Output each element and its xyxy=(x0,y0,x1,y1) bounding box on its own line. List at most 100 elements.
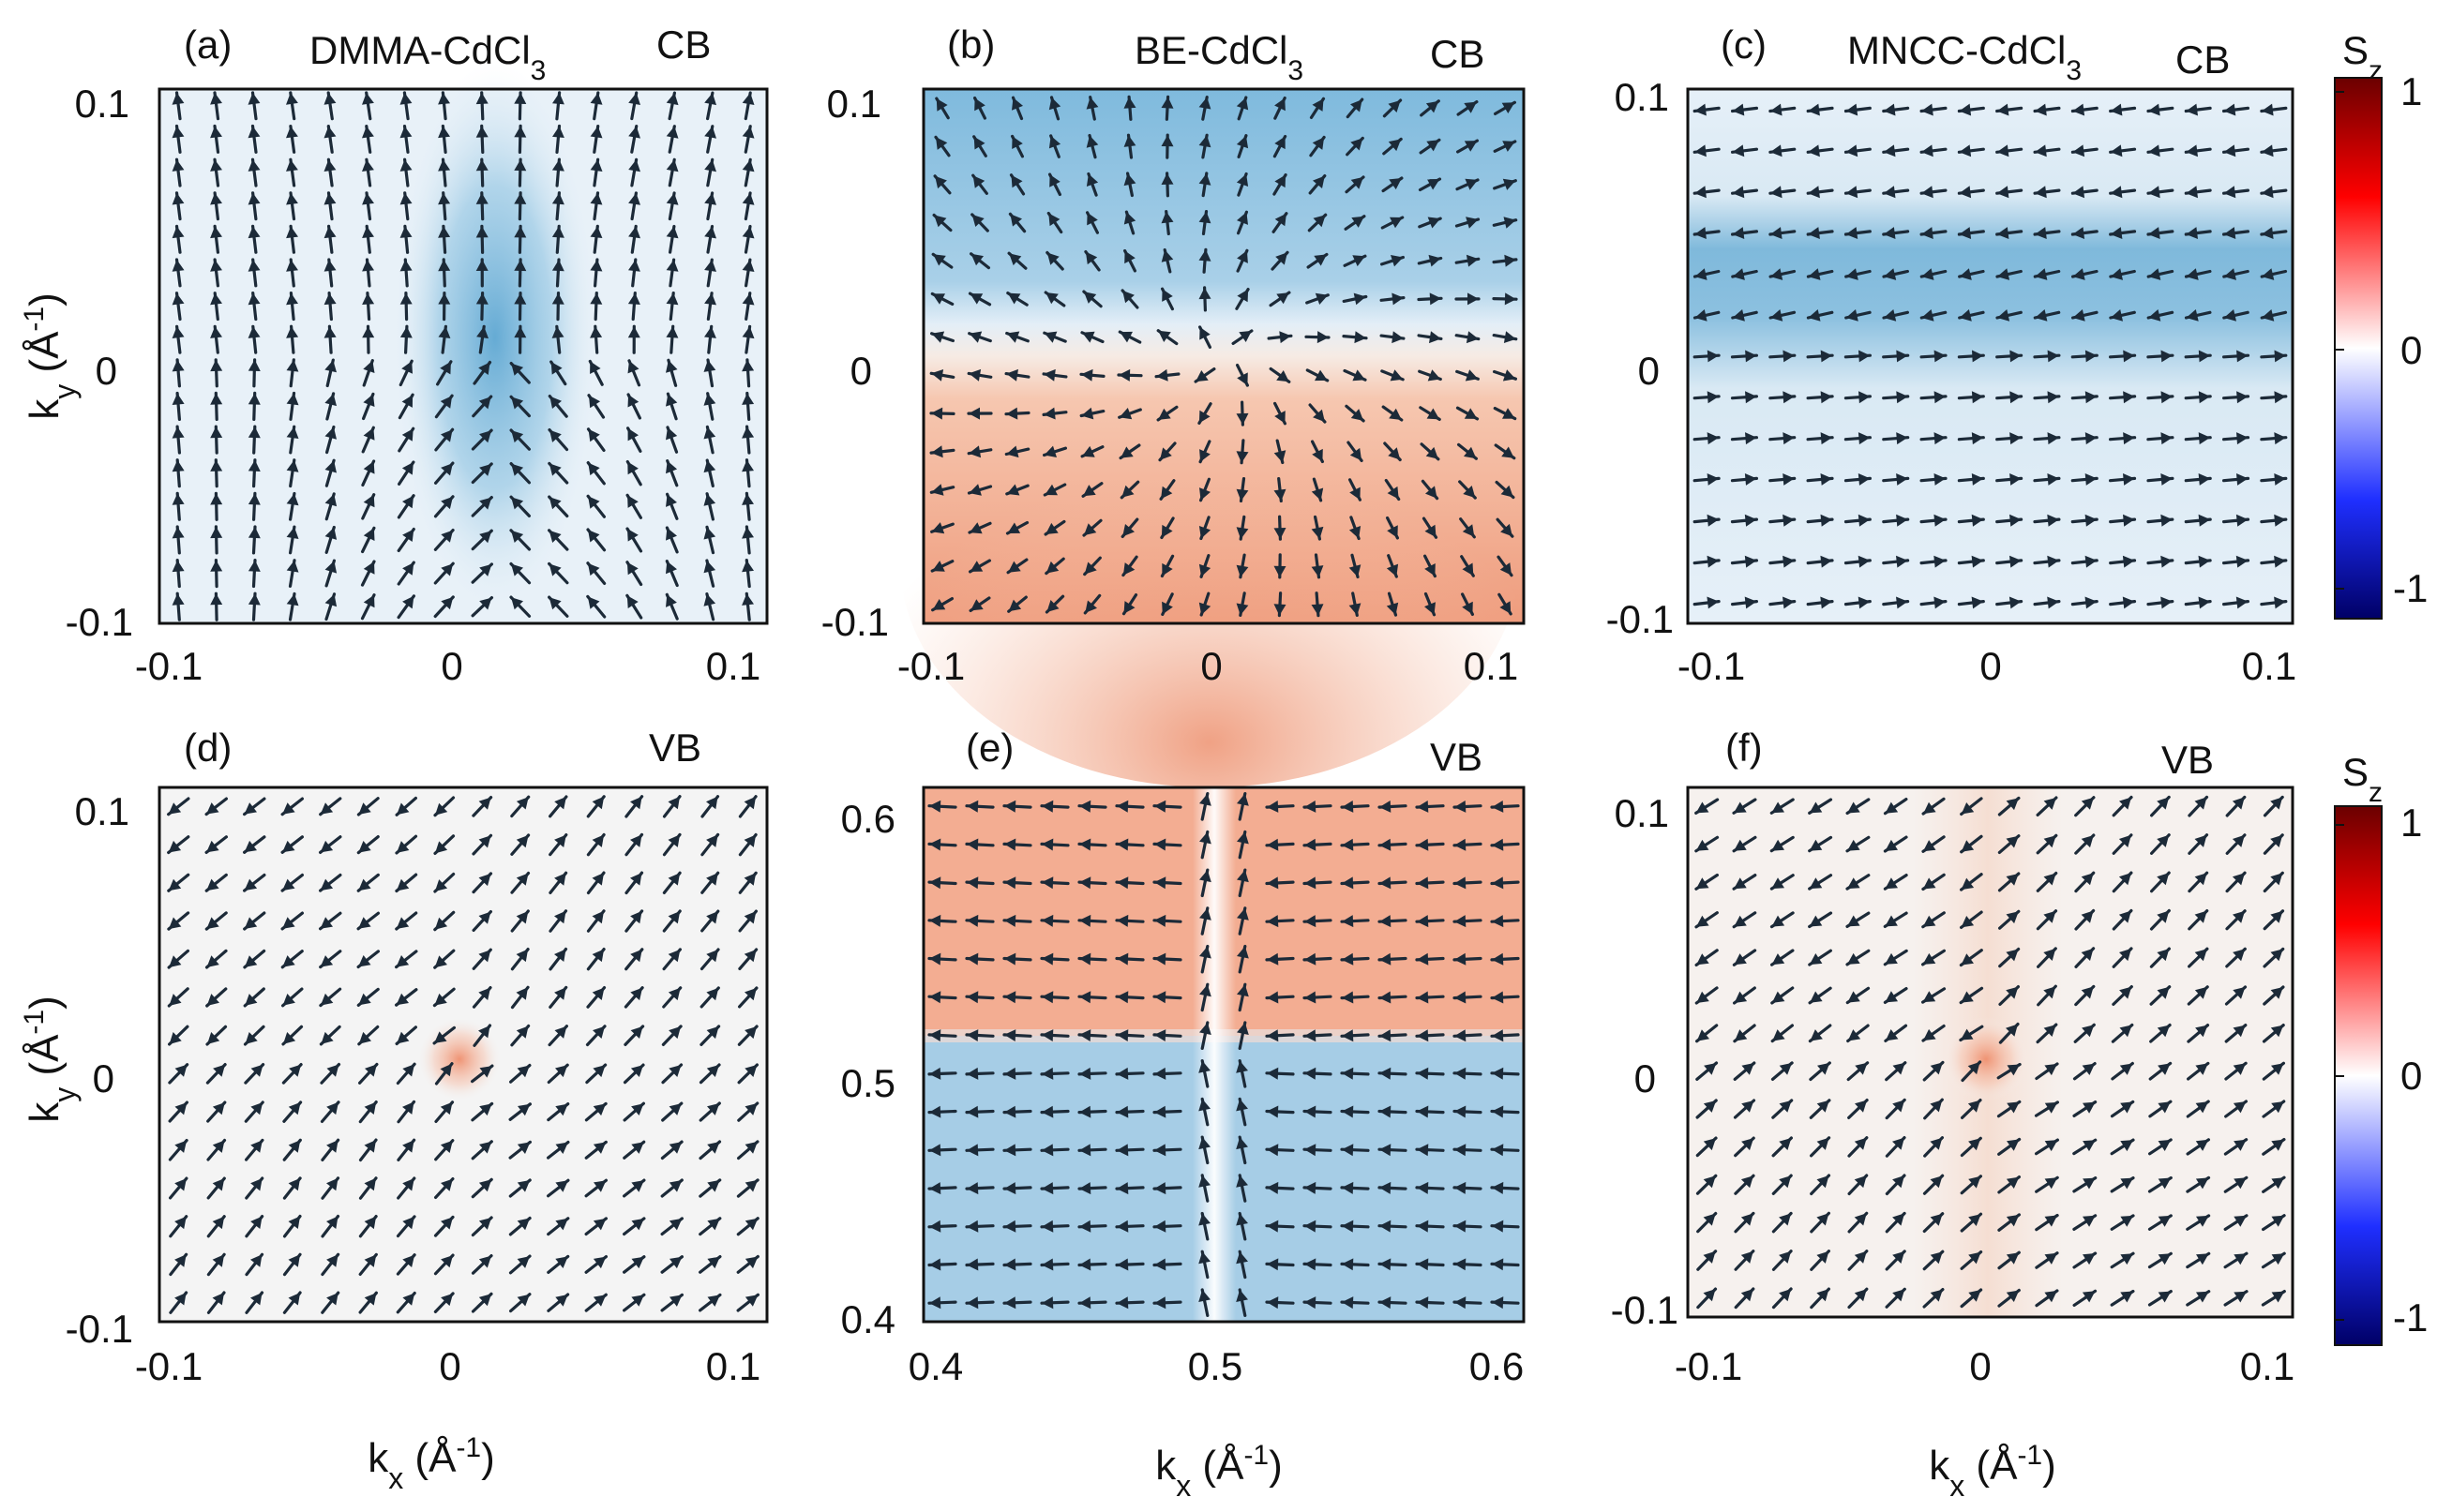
panel-b-arrow xyxy=(1345,404,1365,423)
panel-c-ytick-bot: -0.1 xyxy=(1606,597,1674,641)
panel-a-arrow xyxy=(362,392,375,421)
panel-c-arrow xyxy=(2184,186,2212,199)
panel-f-arrow xyxy=(2035,1289,2059,1308)
panel-f-arrow xyxy=(1809,1136,1831,1158)
panel-f-arrow xyxy=(2262,1023,2285,1043)
panel-d-arrow xyxy=(698,1254,722,1274)
panel-a-arrow xyxy=(361,426,375,454)
panel-c-arrow xyxy=(1692,144,1721,157)
panel-a-ytick-mid: 0 xyxy=(96,349,117,393)
panel-d-arrow xyxy=(281,987,304,1008)
panel-a-arrow xyxy=(514,91,527,121)
panel-a-arrow xyxy=(548,495,569,518)
panel-f-arrow xyxy=(2112,984,2133,1007)
panel-d-arrow xyxy=(245,1214,264,1238)
panel-b-arrow xyxy=(1455,369,1480,382)
panel-f-arrow xyxy=(1694,911,1719,929)
panel-c-arrow xyxy=(1957,555,1985,568)
panel-b-arrow xyxy=(968,331,992,343)
panel-e-arrow xyxy=(1302,1181,1332,1194)
panel-e-arrow xyxy=(1237,868,1249,898)
panel-b-arrow xyxy=(1161,172,1174,198)
panel-e-arrow xyxy=(1199,944,1211,974)
panel-e-arrow xyxy=(1040,800,1070,813)
panel-a-arrow xyxy=(210,91,222,121)
panel-a-arrow xyxy=(703,358,716,388)
panel-a-arrow xyxy=(438,157,451,187)
panel-e-arrow xyxy=(1237,944,1249,974)
panel-a-arrow xyxy=(742,258,755,288)
panel-f-arrow xyxy=(2073,1023,2096,1043)
panel-b-arrow xyxy=(1235,364,1250,387)
panel-f-arrow xyxy=(2074,796,2096,817)
panel-a-arrow xyxy=(172,458,185,488)
panel-d-arrow xyxy=(622,1217,646,1236)
panel-b-arrow xyxy=(968,559,992,574)
panel-e-arrow xyxy=(1377,991,1407,1004)
panel-a-arrow xyxy=(473,360,492,385)
panel-e-arrow xyxy=(1415,1220,1445,1233)
panel-b-arrow xyxy=(1005,520,1030,535)
panel-e-arrow xyxy=(1340,801,1370,813)
panel-d-arrow xyxy=(736,1254,760,1274)
panel-b-arrow xyxy=(929,407,955,420)
panel-f-arrow xyxy=(1770,986,1795,1005)
panel-e-arrow xyxy=(1490,1105,1520,1118)
panel-e-arrow xyxy=(965,838,995,851)
panel-c-arrow xyxy=(2109,555,2137,568)
panel-c-arrow xyxy=(2184,596,2212,609)
panel-d-arrow xyxy=(547,1293,570,1312)
panel-e-arrow xyxy=(1377,838,1407,851)
panel-d-arrow xyxy=(167,873,190,892)
panel-e-arrow xyxy=(1452,1258,1482,1271)
panel-f-arrow xyxy=(2225,947,2247,968)
panel-b-arrow xyxy=(1380,216,1405,230)
panel-c-arrow xyxy=(2260,350,2288,363)
panel-a-arrow xyxy=(324,392,337,421)
xlabel-d: kx (Å-1) xyxy=(368,1432,495,1496)
panel-b-arrow xyxy=(1156,405,1179,422)
panel-c-arrow xyxy=(2184,227,2212,239)
panel-d-arrow xyxy=(660,1140,684,1160)
panel-f-arrow xyxy=(1847,1174,1869,1196)
panel-d-arrow xyxy=(736,1293,760,1312)
panel-a-arrow xyxy=(438,191,451,221)
panel-e-arrow xyxy=(965,1296,995,1310)
panel-d-arrow xyxy=(584,1178,609,1198)
panel-a-arrow xyxy=(742,558,754,589)
panel-f-arrow xyxy=(1810,1174,1831,1196)
panel-e-arrow xyxy=(1265,1105,1295,1118)
panel-a-arrow xyxy=(472,395,493,418)
panel-b-arrow xyxy=(1311,553,1324,579)
panel-f-arrow xyxy=(1845,911,1871,929)
panel-a-arrow xyxy=(172,124,185,154)
panel-e-arrow xyxy=(1198,1211,1211,1241)
panel-c-arrow xyxy=(1957,103,1985,116)
panel-b-arrow xyxy=(1347,478,1362,502)
panel-b-band: CB xyxy=(1430,32,1484,76)
panel-e-arrow xyxy=(1152,800,1182,813)
panel-a-arrow xyxy=(210,558,223,589)
panel-e-arrow xyxy=(1199,906,1211,936)
panel-f-arrow xyxy=(1771,1136,1794,1158)
panel-a-arrow xyxy=(703,591,716,621)
panel-f-arrow xyxy=(1921,911,1946,929)
panel-a-arrow xyxy=(172,224,185,254)
panel-c-arrow xyxy=(2146,596,2174,609)
panel-b-arrow xyxy=(1079,368,1106,382)
panel-b-arrow xyxy=(1083,593,1102,615)
panel-d-arrow xyxy=(586,795,606,818)
panel-f-arrow xyxy=(2188,833,2209,855)
panel-d-arrow xyxy=(434,1139,455,1161)
panel-e-band: VB xyxy=(1430,735,1482,779)
panel-e-arrow xyxy=(965,914,995,927)
panel-b-arrow xyxy=(1267,331,1293,344)
panel-f-arrow xyxy=(2110,1100,2135,1118)
panel-b-arrow xyxy=(1236,515,1249,541)
panel-c-arrow xyxy=(2184,555,2212,568)
panel-a-arrow xyxy=(548,461,569,485)
panel-d-arrow xyxy=(321,1176,340,1200)
panel-a-arrow xyxy=(665,559,679,588)
panel-e-arrow xyxy=(1452,876,1482,890)
panel-c-arrow xyxy=(2070,227,2098,239)
